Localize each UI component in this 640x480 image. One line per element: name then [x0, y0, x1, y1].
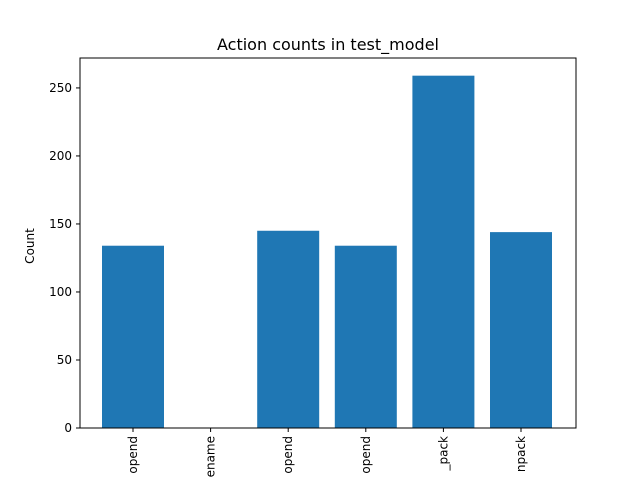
bar-3	[334, 245, 397, 428]
bar-2	[257, 230, 320, 428]
y-tick-label-0: 0	[64, 421, 72, 435]
y-axis-ticks: 0 50 100 150 200 250	[49, 81, 80, 435]
y-tick-label-3: 150	[49, 217, 72, 231]
x-tick-label-5: npack	[514, 436, 528, 472]
y-tick-label-1: 50	[57, 353, 72, 367]
x-tick-label-1: ename	[204, 436, 218, 477]
bar-4	[412, 75, 475, 429]
chart-title: Action counts in test_model	[217, 35, 439, 55]
y-tick-label-4: 200	[49, 149, 72, 163]
bars-group	[102, 75, 552, 429]
x-tick-label-2: opend	[281, 436, 295, 474]
x-axis-ticks: opend ename opend opend _pack npack	[126, 428, 528, 477]
bar-0	[102, 245, 164, 428]
bar-5	[490, 232, 552, 428]
y-axis-label: Count	[23, 228, 37, 264]
y-tick-label-5: 250	[49, 81, 72, 95]
x-tick-label-0: opend	[126, 436, 140, 474]
y-tick-label-2: 100	[49, 285, 72, 299]
x-tick-label-4: _pack	[436, 436, 450, 472]
plot-frame	[79, 57, 577, 429]
x-tick-label-3: opend	[359, 436, 373, 474]
